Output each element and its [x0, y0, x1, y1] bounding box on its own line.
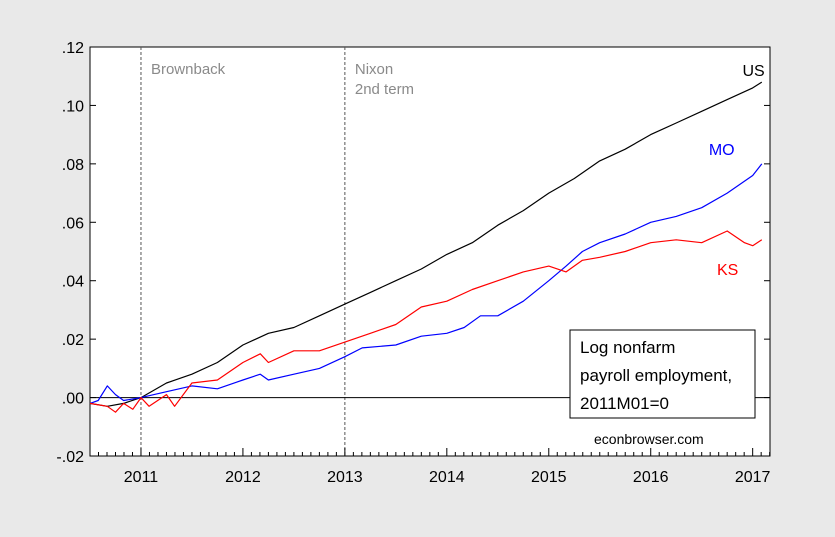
y-tick-label-7: .12: [62, 40, 84, 57]
axis-layer: -.02 .00 .02 .04 .06 .08 .10 .12 2011 2012 2013 201…: [56, 40, 770, 486]
y-tick-label-4: .06: [62, 215, 84, 232]
series-line-mo: [89, 163, 763, 404]
y-tick-label-0: -.02: [56, 449, 84, 466]
series-label-mo: MO: [709, 142, 735, 159]
x-tick-label-6: 2017: [735, 469, 771, 486]
legend-box-line-3: 2011M01=0: [580, 394, 669, 413]
x-tick-label-5: 2016: [633, 469, 669, 486]
legend-box: Log nonfarm payroll employment, 2011M01=…: [569, 329, 756, 419]
credit-text: econbrowser.com: [594, 431, 704, 447]
x-tick-label-2: 2013: [327, 469, 363, 486]
y-tick-label-5: .08: [62, 157, 84, 174]
y-tick-label-2: .02: [62, 332, 84, 349]
x-tick-label-4: 2015: [531, 469, 567, 486]
vertical-reference-lines: Brownback Nixon 2nd term: [140, 47, 414, 456]
vline-label-1-1: 2nd term: [355, 81, 414, 98]
x-tick-label-0: 2011: [124, 469, 159, 486]
series-label-us: US: [742, 63, 764, 80]
series-layer: US MO KS: [89, 63, 765, 413]
legend-box-line-1: Log nonfarm: [580, 338, 675, 357]
series-line-ks: [89, 230, 763, 413]
series-label-ks: KS: [717, 262, 738, 279]
legend-box-frame: [569, 329, 756, 419]
y-tick-label-3: .04: [62, 274, 84, 291]
vline-label-0-0: Brownback: [151, 61, 226, 78]
y-tick-label-1: .00: [62, 391, 84, 408]
series-line-us: [89, 81, 763, 407]
vline-label-1-0: Nixon: [355, 61, 393, 78]
x-tick-label-3: 2014: [429, 469, 465, 486]
x-tick-label-1: 2012: [225, 469, 261, 486]
legend-box-line-2: payroll employment,: [580, 366, 732, 385]
y-tick-label-6: .10: [62, 98, 84, 115]
